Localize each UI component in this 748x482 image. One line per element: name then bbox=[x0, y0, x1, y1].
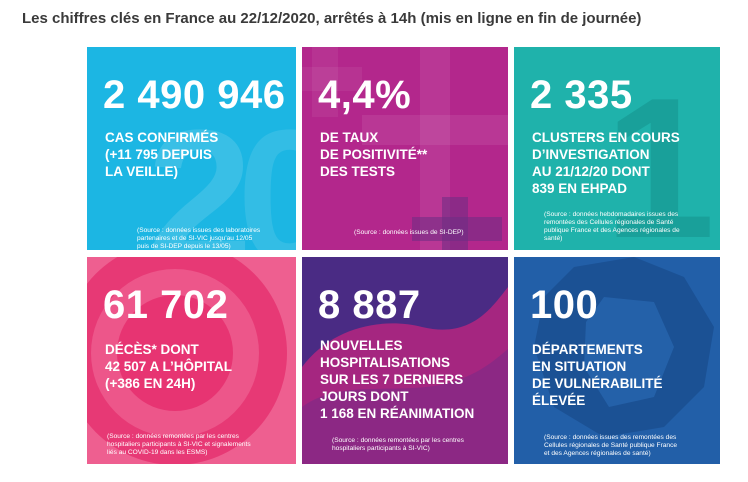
deaths-label: DÉCÈS* DONT 42 507 A L’HÔPITAL (+386 EN … bbox=[105, 342, 233, 391]
departments-source: (Source : données issues des remontées d… bbox=[544, 434, 678, 457]
confirmed-cases-label: CAS CONFIRMÉS (+11 795 DEPUIS LA VEILLE) bbox=[105, 130, 219, 179]
page-title: Les chiffres clés en France au 22/12/202… bbox=[22, 10, 642, 27]
decorative-blob-graphic bbox=[302, 287, 508, 464]
hospitalisations-label: NOUVELLES HOSPITALISATIONS SUR LES 7 DER… bbox=[320, 338, 475, 421]
hospitalisations-source: (Source : données remontées par les cent… bbox=[332, 437, 464, 452]
svg-text:2: 2 bbox=[147, 91, 253, 250]
departments-label: DÉPARTEMENTS EN SITUATION DE VULNÉRABILI… bbox=[532, 342, 663, 408]
confirmed-cases-source: (Source : données issues des laboratoire… bbox=[137, 227, 261, 250]
tile-vulnerable-departments: 100 DÉPARTEMENTS EN SITUATION DE VULNÉRA… bbox=[514, 257, 720, 464]
decorative-numeral-graphic: 1 bbox=[604, 57, 715, 250]
svg-text:0: 0 bbox=[237, 91, 296, 250]
deaths-value: 61 702 bbox=[103, 283, 229, 327]
hospitalisations-value: 8 887 bbox=[318, 283, 421, 327]
decorative-numeral-graphic: 2 0 bbox=[147, 91, 296, 250]
positivity-rate-label: DE TAUX DE POSITIVITÉ** DES TESTS bbox=[320, 130, 428, 179]
decorative-map-graphic bbox=[534, 257, 714, 437]
clusters-label: CLUSTERS EN COURS D’INVESTIGATION AU 21/… bbox=[532, 130, 680, 196]
decorative-cross-graphic bbox=[302, 47, 508, 250]
tile-hospitalisations: 8 887 NOUVELLES HOSPITALISATIONS SUR LES… bbox=[302, 257, 508, 464]
departments-value: 100 bbox=[530, 283, 599, 327]
svg-text:1: 1 bbox=[604, 57, 715, 250]
tile-deaths: 61 702 DÉCÈS* DONT 42 507 A L’HÔPITAL (+… bbox=[87, 257, 296, 464]
decorative-circle-graphic bbox=[87, 257, 287, 464]
clusters-value: 2 335 bbox=[530, 73, 633, 117]
clusters-source: (Source : données hebdomadaires issues d… bbox=[544, 211, 680, 242]
positivity-rate-value: 4,4% bbox=[318, 73, 412, 117]
tile-positivity-rate: 4,4% DE TAUX DE POSITIVITÉ** DES TESTS (… bbox=[302, 47, 508, 250]
tile-clusters: 1 2 335 CLUSTERS EN COURS D’INVESTIGATIO… bbox=[514, 47, 720, 250]
confirmed-cases-value: 2 490 946 bbox=[103, 73, 286, 117]
tile-confirmed-cases: 2 0 2 490 946 CAS CONFIRMÉS (+11 795 DEP… bbox=[87, 47, 296, 250]
positivity-rate-source: (Source : données issues de SI-DEP) bbox=[354, 229, 464, 236]
deaths-source: (Source : données remontées par les cent… bbox=[107, 433, 251, 456]
